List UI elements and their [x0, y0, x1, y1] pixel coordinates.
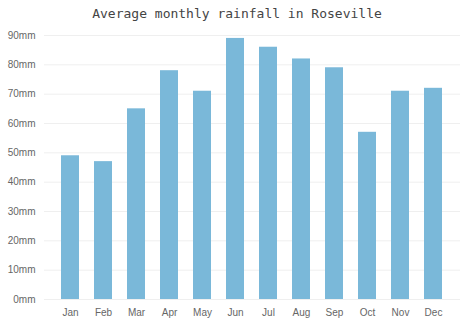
svg-text:70mm: 70mm	[8, 88, 36, 99]
svg-text:90mm: 90mm	[8, 30, 36, 41]
svg-text:Mar: Mar	[128, 307, 146, 318]
svg-text:0mm: 0mm	[13, 294, 35, 305]
svg-text:Apr: Apr	[162, 307, 178, 318]
svg-text:80mm: 80mm	[8, 59, 36, 70]
svg-text:Aug: Aug	[293, 307, 311, 318]
svg-text:30mm: 30mm	[8, 206, 36, 217]
svg-text:60mm: 60mm	[8, 118, 36, 129]
svg-text:10mm: 10mm	[8, 264, 36, 275]
svg-text:Jun: Jun	[227, 307, 243, 318]
svg-text:Jul: Jul	[262, 307, 275, 318]
svg-text:Dec: Dec	[425, 307, 443, 318]
svg-text:Jan: Jan	[62, 307, 78, 318]
svg-text:Oct: Oct	[360, 307, 376, 318]
svg-text:20mm: 20mm	[8, 235, 36, 246]
svg-text:Sep: Sep	[326, 307, 344, 318]
svg-text:Nov: Nov	[392, 307, 410, 318]
svg-text:Feb: Feb	[95, 307, 113, 318]
svg-text:40mm: 40mm	[8, 176, 36, 187]
svg-text:May: May	[193, 307, 212, 318]
html-text:Average monthly rainfall in Ro: Average monthly rainfall in Roseville	[92, 6, 382, 21]
svg-text:50mm: 50mm	[8, 147, 36, 158]
